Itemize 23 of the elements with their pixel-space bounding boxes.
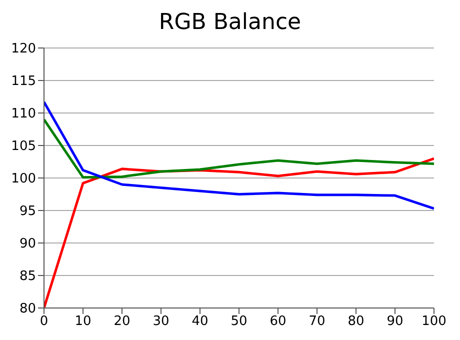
x-tick-label: 100 xyxy=(422,314,446,330)
x-tick-label: 60 xyxy=(270,314,286,330)
x-tick-label: 20 xyxy=(114,314,130,330)
y-tick-label: 95 xyxy=(19,204,36,220)
chart-title: RGB Balance xyxy=(158,9,302,37)
y-tick-label: 115 xyxy=(11,74,36,90)
y-tick-label: 85 xyxy=(19,269,36,284)
line-series xyxy=(44,118,434,179)
y-tick-label: 100 xyxy=(11,172,36,187)
y-tick-label: 110 xyxy=(11,106,36,122)
x-tick-label: 40 xyxy=(192,314,208,330)
x-tick-label: 70 xyxy=(308,314,326,330)
y-tick-label: 105 xyxy=(11,139,36,154)
x-tick-label: 90 xyxy=(386,314,404,330)
x-tick-label: 0 xyxy=(40,314,48,330)
x-tick-label: 50 xyxy=(230,314,248,330)
x-tick-label: 30 xyxy=(152,314,170,330)
x-tick-label: 80 xyxy=(348,314,364,330)
y-tick-label: 90 xyxy=(19,236,36,252)
x-tick-label: 10 xyxy=(74,314,92,330)
y-tick-label: 80 xyxy=(19,302,36,317)
line-series xyxy=(44,100,434,210)
y-tick-label: 120 xyxy=(11,42,36,57)
